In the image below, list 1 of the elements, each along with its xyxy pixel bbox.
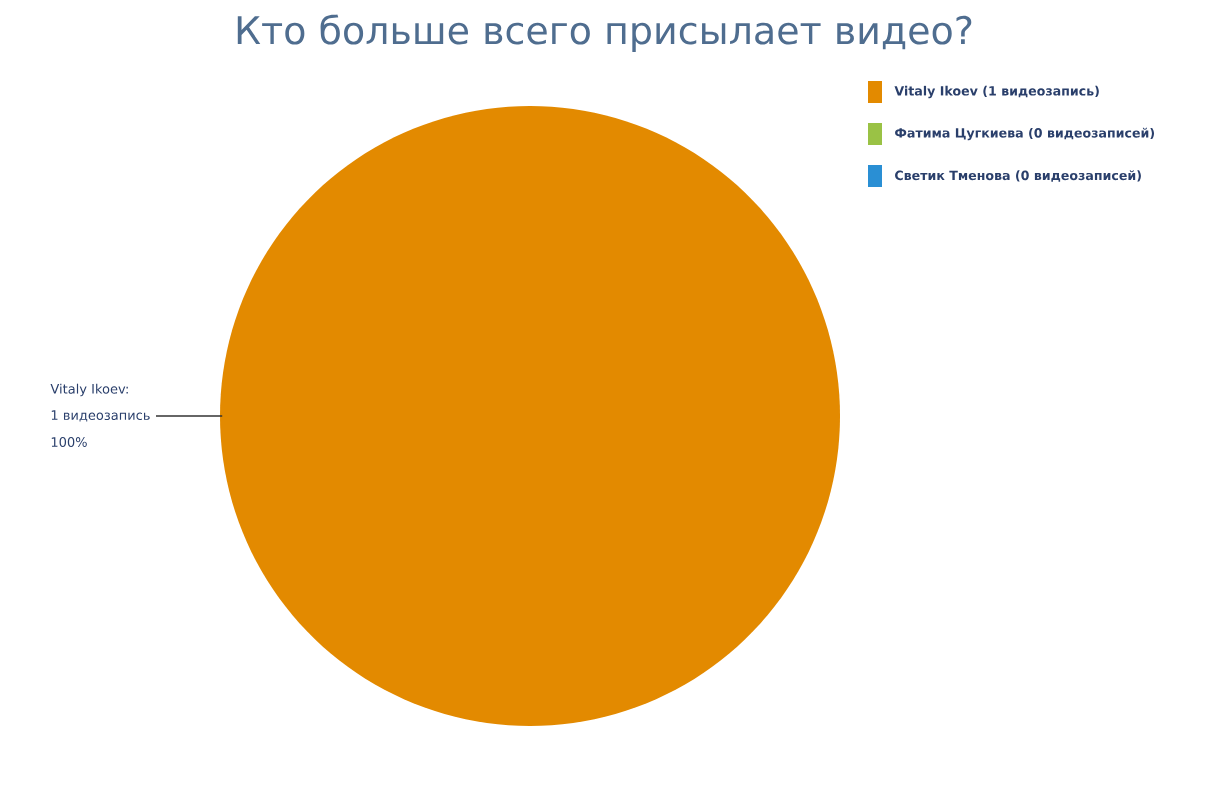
chart-title: Кто больше всего присылает видео? <box>237 14 972 52</box>
